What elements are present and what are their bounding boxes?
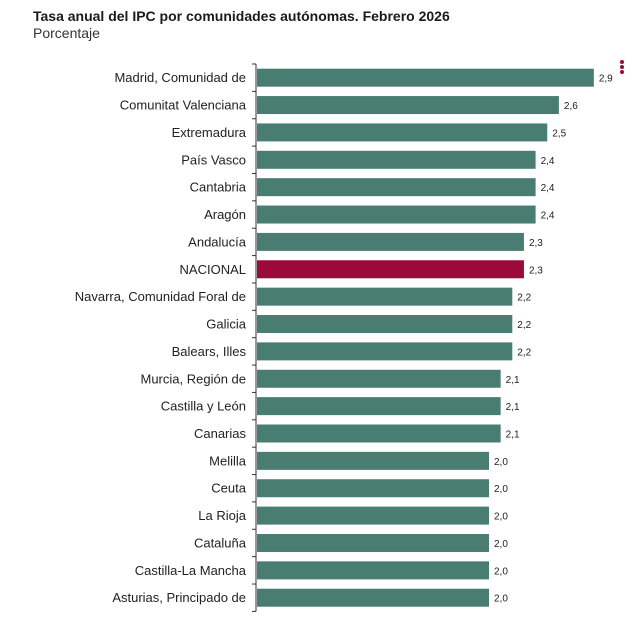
value-label: 2,0 (494, 539, 508, 550)
value-label: 2,3 (529, 238, 543, 249)
bar[interactable] (257, 150, 536, 169)
bar[interactable] (257, 178, 536, 197)
category-label: Extremadura (172, 125, 247, 140)
category-label: Cantabria (190, 180, 247, 195)
bar[interactable] (257, 424, 501, 443)
value-label: 2,2 (517, 293, 531, 304)
value-label: 2,0 (494, 594, 508, 605)
chart-subtitle: Porcentaje (33, 25, 100, 41)
category-label: Asturias, Principado de (112, 590, 246, 605)
value-label: 2,1 (506, 402, 520, 413)
value-label: 2,3 (529, 265, 543, 276)
category-label: Castilla y León (161, 399, 246, 414)
bar[interactable] (257, 205, 536, 224)
value-label: 2,0 (494, 566, 508, 577)
bar[interactable] (257, 232, 524, 251)
category-label: Galicia (206, 317, 247, 332)
bar[interactable] (257, 451, 489, 470)
value-label: 2,4 (541, 183, 555, 194)
value-label: 2,1 (506, 429, 520, 440)
category-label: Castilla-La Mancha (135, 563, 247, 578)
value-label: 2,4 (541, 156, 555, 167)
value-label: 2,1 (506, 375, 520, 386)
bar[interactable] (257, 533, 489, 552)
value-label: 2,0 (494, 457, 508, 468)
bar[interactable] (257, 369, 501, 388)
bar[interactable] (257, 588, 489, 607)
category-label: NACIONAL (180, 262, 246, 277)
category-label: La Rioja (198, 508, 246, 523)
category-label: Canarias (194, 426, 247, 441)
bar[interactable] (257, 315, 513, 334)
category-label: Cataluña (194, 535, 247, 550)
category-label: País Vasco (181, 152, 246, 167)
value-label: 2,2 (517, 347, 531, 358)
category-label: Balears, Illes (172, 344, 247, 359)
value-label: 2,0 (494, 512, 508, 523)
category-label: Melilla (209, 453, 247, 468)
category-label: Comunitat Valenciana (120, 98, 247, 113)
category-label: Andalucía (188, 234, 247, 249)
bar[interactable] (257, 260, 524, 279)
category-label: Murcia, Región de (141, 371, 247, 386)
bar[interactable] (257, 342, 513, 361)
bar[interactable] (257, 561, 489, 580)
value-label: 2,5 (552, 128, 566, 139)
value-label: 2,9 (599, 74, 613, 85)
category-label: Ceuta (211, 481, 246, 496)
value-label: 2,6 (564, 101, 578, 112)
bar[interactable] (257, 123, 548, 142)
value-label: 2,4 (541, 211, 555, 222)
bar[interactable] (257, 96, 559, 115)
category-label: Madrid, Comunidad de (114, 70, 246, 85)
more-vertical-icon[interactable] (620, 60, 626, 75)
chart-title: Tasa anual del IPC por comunidades autón… (33, 8, 450, 24)
value-label: 2,2 (517, 320, 531, 331)
bar[interactable] (257, 506, 489, 525)
category-label: Navarra, Comunidad Foral de (75, 289, 246, 304)
bar[interactable] (257, 479, 489, 498)
bar[interactable] (257, 68, 594, 87)
bar[interactable] (257, 397, 501, 416)
bar[interactable] (257, 287, 513, 306)
value-label: 2,0 (494, 484, 508, 495)
category-label: Aragón (204, 207, 246, 222)
